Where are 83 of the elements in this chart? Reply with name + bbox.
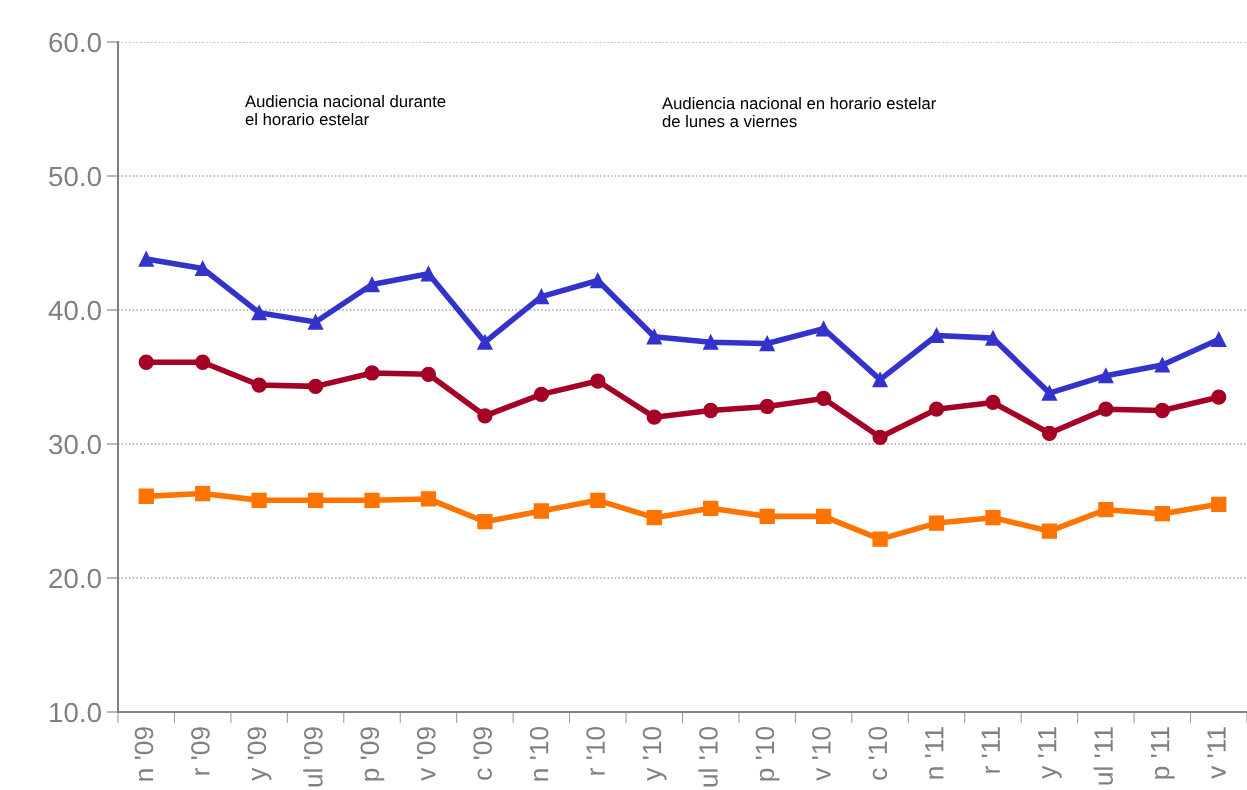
point: [364, 492, 380, 508]
point: [759, 398, 775, 415]
x-tick-label: v '10: [812, 726, 831, 781]
point: [1041, 385, 1058, 401]
point: [533, 386, 550, 403]
point: [928, 401, 945, 417]
x-tick-label: v '11: [1207, 727, 1226, 779]
point: [1041, 523, 1058, 539]
y-tick-label: 30.0: [49, 434, 101, 455]
x-tick-label: n '09: [134, 727, 154, 781]
point: [477, 514, 493, 530]
annotation: Audiencia nacional durante el horario estelar: [245, 95, 446, 126]
point: [703, 334, 719, 350]
x-tick-label: r '10: [586, 726, 605, 775]
point: [1211, 389, 1227, 405]
point: [1154, 402, 1170, 419]
point: [307, 492, 324, 508]
point: [420, 266, 437, 282]
point: [1211, 331, 1227, 348]
point: [872, 429, 888, 445]
x-tick-label: y '10: [642, 726, 667, 781]
y-tick-label: 20.0: [49, 568, 101, 589]
point: [703, 500, 719, 516]
point: [759, 335, 775, 352]
point: [420, 491, 437, 507]
point: [985, 394, 1001, 411]
point: [759, 508, 775, 524]
point: [138, 251, 154, 267]
x-tick-label: n '11: [925, 727, 944, 779]
point: [307, 378, 324, 395]
point: [1041, 425, 1058, 441]
point: [307, 314, 324, 330]
x-tick-label: v '09: [416, 727, 436, 781]
point: [1154, 357, 1170, 373]
x-tick-label: ul '11: [1093, 727, 1113, 785]
point: [646, 409, 662, 425]
point: [646, 510, 662, 526]
point: [477, 334, 493, 350]
point: [1098, 368, 1114, 384]
point: [1098, 401, 1114, 417]
point: [590, 492, 606, 508]
point: [533, 503, 550, 519]
point: [251, 305, 267, 321]
x-tick-label: c '09: [473, 727, 493, 780]
y-tick-label: 50.0: [49, 166, 101, 187]
point: [872, 531, 888, 547]
point: [195, 485, 211, 502]
point: [251, 492, 267, 508]
point: [928, 515, 945, 531]
y-tick-label: 40.0: [48, 300, 101, 321]
x-tick-label: ul '09: [303, 727, 323, 787]
x-tick-label: r '11: [981, 727, 1000, 773]
point: [251, 377, 267, 393]
annotation: Audiencia nacional en horario estelar de lunes a viernes: [662, 97, 936, 128]
y-tick-label: 10.0: [50, 702, 101, 723]
point: [477, 408, 493, 424]
point: [590, 373, 606, 389]
y-tick-label: 60.0: [49, 32, 101, 53]
x-tick-label: y '11: [1038, 727, 1062, 779]
x-tick-label: c '10: [868, 726, 888, 780]
point: [985, 510, 1001, 526]
point: [646, 329, 662, 345]
x-tick-label: y '09: [247, 727, 272, 781]
point: [138, 488, 154, 504]
point: [364, 276, 380, 293]
x-tick-label: p '09: [360, 727, 385, 781]
x-tick-label: r '09: [191, 727, 210, 775]
point: [872, 372, 888, 388]
point: [1211, 496, 1227, 512]
point: [138, 354, 154, 370]
point: [1098, 502, 1114, 518]
x-tick-label: p '11: [1150, 727, 1175, 779]
x-tick-label: n '10: [529, 726, 549, 781]
point: [1154, 506, 1170, 522]
point: [364, 365, 380, 381]
x-tick-label: ul '10: [698, 726, 718, 787]
point: [533, 288, 550, 305]
x-tick-label: p '10: [755, 726, 780, 781]
point: [195, 354, 211, 370]
point: [420, 366, 437, 382]
point: [703, 402, 719, 419]
point: [815, 390, 832, 407]
point: [815, 508, 832, 524]
